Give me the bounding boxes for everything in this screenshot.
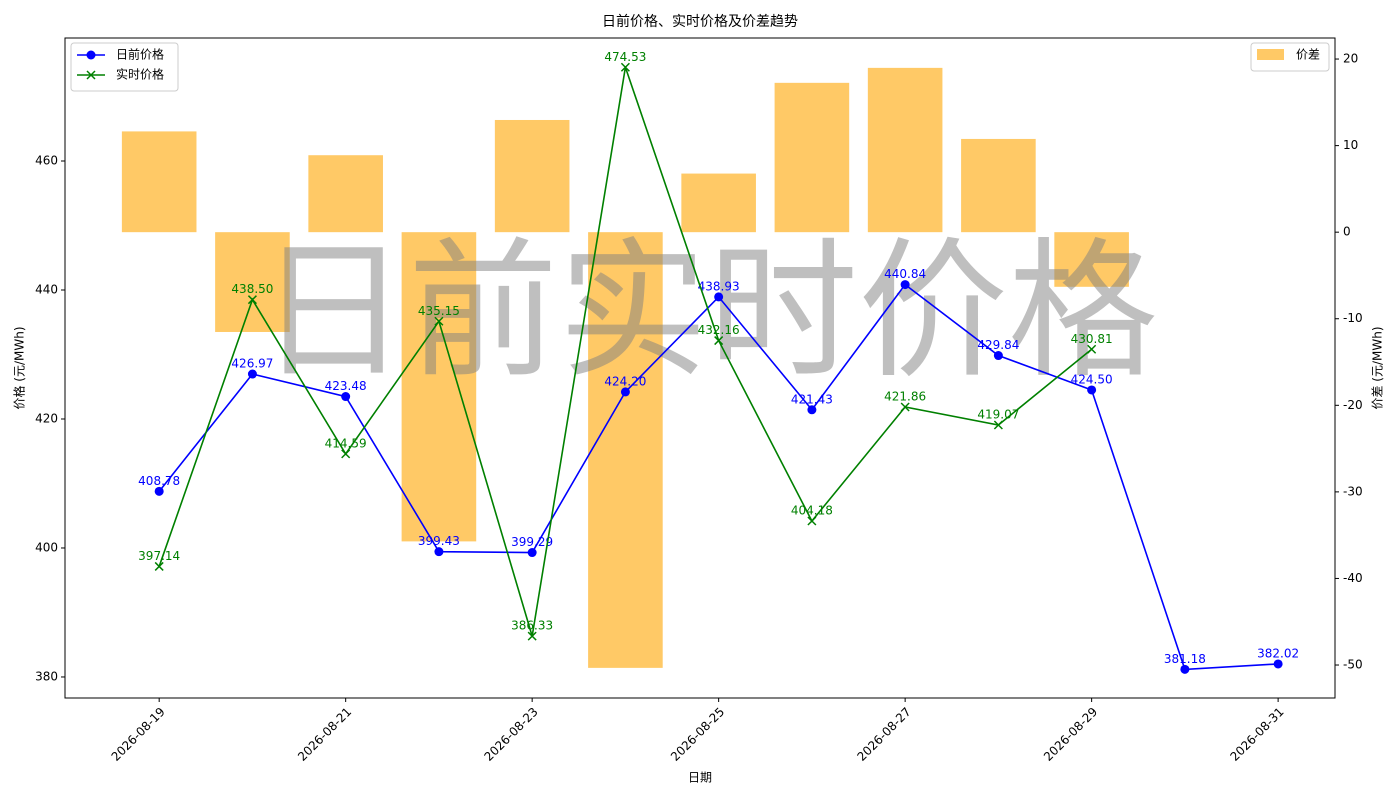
data-label: 399.43	[418, 534, 460, 548]
point	[807, 405, 817, 415]
point	[620, 387, 630, 397]
data-label: 426.97	[231, 357, 273, 371]
legend-swatch	[1257, 49, 1284, 60]
point	[341, 392, 351, 402]
data-label: 430.81	[1071, 332, 1113, 346]
point	[993, 351, 1003, 361]
bar	[215, 232, 290, 332]
data-label: 399.29	[511, 535, 553, 549]
point	[1273, 659, 1283, 669]
data-label: 438.50	[231, 282, 273, 296]
bar	[961, 138, 1036, 233]
watermark: 日前实时价格	[258, 225, 1158, 399]
bar	[308, 155, 383, 233]
point	[900, 280, 910, 290]
data-label: 423.48	[325, 379, 367, 393]
bar	[681, 173, 756, 233]
point	[1087, 344, 1097, 354]
y-tick-label: 400	[35, 540, 58, 554]
point	[1180, 664, 1190, 674]
bar	[494, 119, 570, 233]
x-axis-label: 日期	[688, 771, 712, 785]
point	[434, 316, 444, 326]
point	[434, 547, 444, 557]
bar	[1054, 232, 1129, 287]
legend-label: 实时价格	[116, 67, 164, 82]
plot-frame	[64, 37, 1336, 699]
y-tick-label: 420	[35, 411, 58, 425]
point	[993, 420, 1003, 430]
data-label: 419.07	[977, 407, 1019, 421]
data-label: 386.33	[511, 619, 553, 633]
y2-tick-label: 20	[1343, 52, 1358, 66]
data-label: 404.18	[791, 504, 833, 518]
point	[341, 449, 351, 459]
legend: 价差	[1250, 42, 1330, 72]
data-label: 397.14	[138, 549, 180, 563]
y2-tick-label: 10	[1343, 138, 1358, 152]
point	[900, 402, 910, 412]
data-label: 474.53	[604, 50, 646, 64]
y-tick-label: 380	[35, 669, 58, 683]
data-label: 382.02	[1257, 646, 1299, 660]
point	[527, 631, 537, 641]
bar	[121, 131, 197, 233]
bar	[588, 232, 663, 668]
y2-tick-label: -10	[1343, 311, 1363, 325]
point	[807, 516, 817, 526]
point	[247, 295, 257, 305]
y-tick-label: 460	[35, 153, 58, 167]
data-label: 440.84	[884, 267, 926, 281]
y2-axis-label: 价差 (元/MWh)	[1371, 326, 1385, 409]
y-axis-label: 价格 (元/MWh)	[12, 326, 27, 409]
point	[154, 486, 164, 496]
point	[714, 292, 724, 302]
data-label: 408.78	[138, 474, 180, 488]
data-label: 432.16	[698, 323, 740, 337]
data-label: 429.84	[977, 338, 1019, 352]
legend-label: 价差	[1296, 48, 1320, 62]
data-label: 421.86	[884, 389, 926, 403]
data-label: 421.43	[791, 392, 833, 406]
point	[527, 548, 537, 558]
data-label: 414.59	[325, 436, 367, 450]
data-label: 424.50	[1071, 372, 1113, 386]
data-label: 381.18	[1164, 652, 1206, 666]
y2-tick-label: -20	[1343, 398, 1363, 412]
point	[247, 369, 257, 379]
point	[620, 62, 630, 72]
bar	[401, 232, 477, 542]
legend-marker	[86, 50, 96, 60]
chart-title: 日前价格、实时价格及价差趋势	[602, 13, 798, 30]
bar	[774, 82, 850, 233]
legend-marker	[86, 70, 96, 80]
point	[714, 336, 724, 346]
point	[1087, 385, 1097, 395]
y2-tick-label: 0	[1343, 225, 1351, 239]
data-label: 438.93	[698, 279, 740, 293]
y-tick-label: 440	[35, 282, 58, 296]
point	[154, 561, 164, 571]
y2-tick-label: -50	[1343, 658, 1363, 672]
y2-tick-label: -40	[1343, 571, 1363, 585]
y2-tick-label: -30	[1343, 484, 1363, 498]
data-label: 435.15	[418, 304, 460, 318]
legend-label: 日前价格	[116, 47, 164, 62]
data-label: 424.20	[604, 374, 646, 388]
bar	[867, 67, 943, 233]
